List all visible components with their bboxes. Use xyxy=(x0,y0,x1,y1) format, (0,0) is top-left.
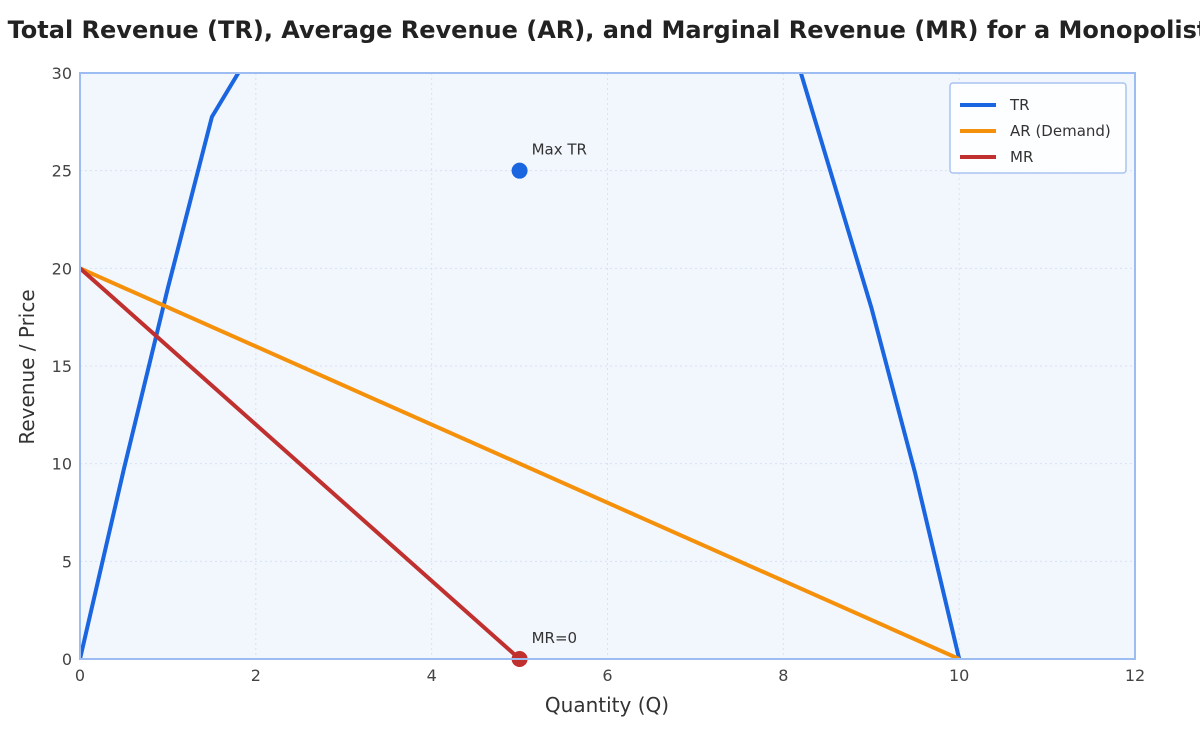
x-axis-label: Quantity (Q) xyxy=(545,693,669,717)
plot-frame xyxy=(79,72,1136,660)
x-tick-label: 2 xyxy=(251,666,261,685)
y-tick-label: 10 xyxy=(52,455,72,474)
x-tick-label: 10 xyxy=(949,666,969,685)
legend-label-ar-demand: AR (Demand) xyxy=(1010,122,1111,140)
series-layer xyxy=(80,73,962,659)
series-line-mr xyxy=(80,266,521,659)
series-line-tr-falling xyxy=(798,73,962,659)
axis-ticks: 0 2 4 6 8 10 12 0 5 10 15 20 25 30 xyxy=(52,64,1146,685)
series-line-ar-demand xyxy=(80,266,961,659)
y-tick-label: 30 xyxy=(52,64,72,83)
legend-label-mr: MR xyxy=(1010,148,1033,166)
y-tick-label: 0 xyxy=(62,650,72,669)
series-line-tr-rising xyxy=(80,73,241,659)
y-tick-label: 5 xyxy=(62,552,72,571)
point-label-mr-0: MR=0 xyxy=(532,629,577,647)
legend: TR AR (Demand) MR xyxy=(949,82,1127,174)
legend-label-tr: TR xyxy=(1009,96,1030,114)
x-tick-label: 8 xyxy=(778,666,788,685)
y-axis-label: Revenue / Price xyxy=(15,289,39,444)
chart-title: Total Revenue (TR), Average Revenue (AR)… xyxy=(8,16,1200,44)
x-tick-label: 6 xyxy=(602,666,612,685)
x-tick-label: 0 xyxy=(75,666,85,685)
point-label-max-tr: Max TR xyxy=(532,141,587,159)
y-tick-label: 20 xyxy=(52,259,72,278)
x-tick-label: 12 xyxy=(1125,666,1145,685)
y-tick-label: 15 xyxy=(52,357,72,376)
point-max-tr xyxy=(511,162,528,179)
x-tick-label: 4 xyxy=(427,666,437,685)
y-tick-label: 25 xyxy=(52,162,72,181)
